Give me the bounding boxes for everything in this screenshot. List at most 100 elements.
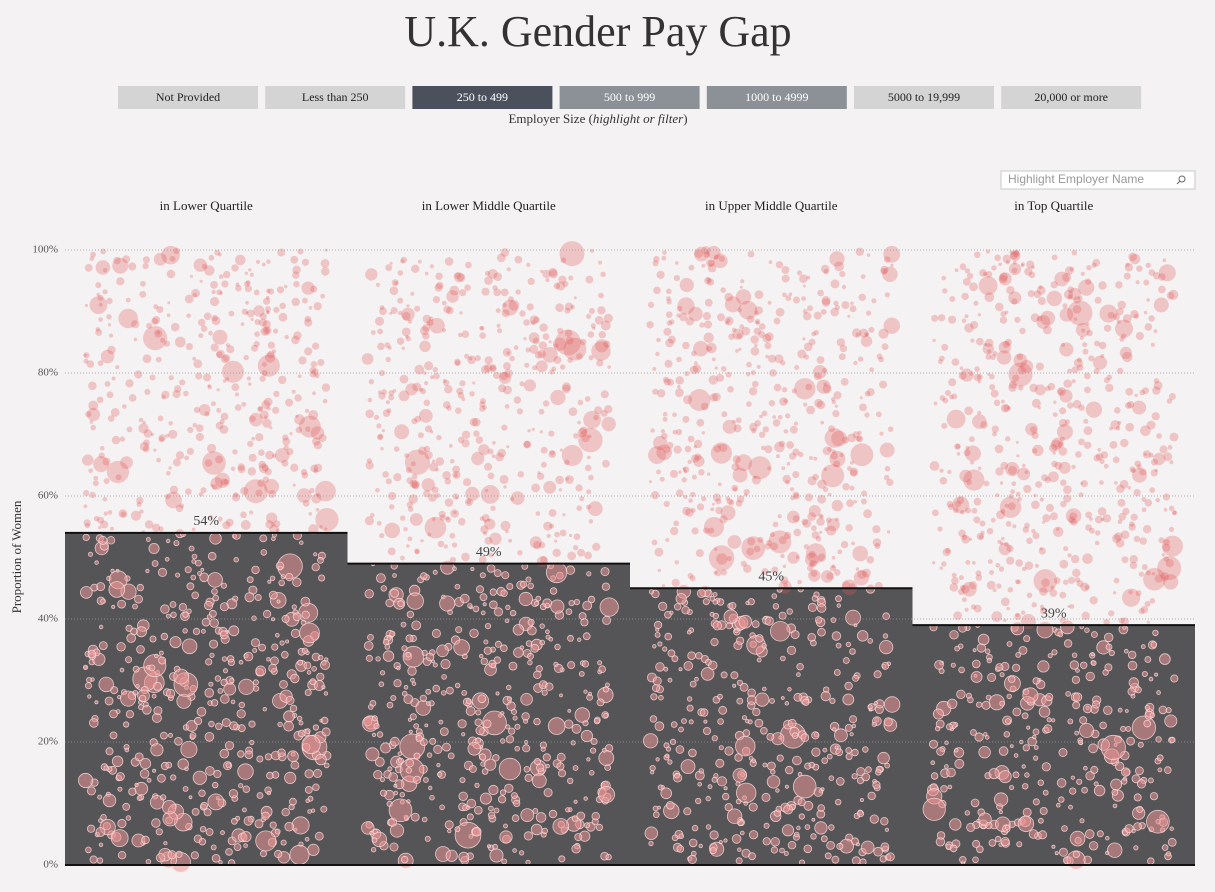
employer-bubble: [827, 518, 840, 532]
employer-bubble: [377, 342, 385, 351]
employer-bubble: [1153, 381, 1163, 390]
employer-bubble: [663, 378, 672, 386]
employer-bubble: [168, 429, 178, 439]
employer-bubble: [528, 332, 540, 344]
employer-bubble: [1124, 648, 1129, 654]
employer-bubble: [556, 762, 565, 771]
employer-bubble: [949, 630, 959, 640]
employer-bubble: [103, 478, 110, 484]
employer-bubble: [720, 671, 728, 679]
employer-bubble: [207, 572, 223, 588]
employer-bubble: [225, 762, 232, 768]
employer-bubble: [1064, 419, 1070, 425]
employer-bubble: [1134, 460, 1141, 467]
filter-button[interactable]: [559, 86, 700, 109]
employer-bubble: [751, 475, 761, 485]
employer-bubble: [219, 419, 225, 425]
employer-bubble: [403, 684, 409, 690]
employer-bubble: [1071, 379, 1076, 384]
employer-bubble: [1015, 612, 1020, 618]
filter-button[interactable]: [706, 86, 847, 109]
employer-bubble: [228, 625, 240, 637]
employer-bubble: [1088, 743, 1098, 754]
employer-bubble: [1140, 605, 1149, 614]
employer-bubble: [203, 808, 212, 817]
employer-bubble: [373, 414, 380, 420]
employer-bubble: [886, 852, 895, 862]
employer-bubble: [598, 665, 606, 673]
employer-bubble: [973, 604, 982, 613]
filter-button[interactable]: [412, 86, 553, 109]
employer-bubble: [930, 760, 936, 765]
employer-bubble: [487, 269, 498, 279]
employer-bubble: [688, 389, 711, 411]
employer-bubble: [450, 459, 455, 464]
filter-button[interactable]: [265, 86, 406, 109]
employer-bubble: [304, 318, 313, 327]
employer-bubble: [80, 586, 93, 599]
employer-bubble: [724, 292, 734, 302]
employer-bubble: [222, 379, 227, 383]
employer-bubble: [567, 709, 572, 713]
employer-bubble: [209, 532, 222, 545]
employer-bubble: [428, 316, 434, 322]
employer-bubble: [283, 720, 294, 732]
employer-bubble: [861, 490, 868, 497]
employer-bubble: [955, 443, 961, 449]
employer-bubble: [1128, 590, 1133, 595]
employer-bubble: [780, 576, 789, 585]
employer-bubble: [405, 767, 412, 774]
employer-bubble: [1117, 707, 1123, 713]
employer-bubble: [369, 830, 374, 836]
search-field[interactable]: [1000, 170, 1196, 190]
employer-bubble: [1143, 279, 1150, 286]
employer-bubble: [726, 556, 732, 562]
employer-bubble: [202, 451, 226, 475]
employer-bubble: [1021, 566, 1027, 572]
employer-bubble: [182, 786, 189, 792]
employer-bubble: [1142, 525, 1152, 534]
employer-bubble: [441, 690, 447, 696]
employer-bubble: [1007, 406, 1011, 410]
employer-bubble: [978, 276, 998, 296]
employer-bubble: [485, 488, 489, 493]
employer-bubble: [432, 662, 438, 668]
employer-bubble: [393, 473, 402, 482]
filter-button[interactable]: [118, 86, 258, 109]
employer-bubble: [302, 297, 308, 304]
employer-bubble: [831, 449, 836, 454]
employer-bubble: [779, 397, 788, 406]
employer-bubble: [235, 282, 240, 287]
employer-bubble: [166, 470, 171, 476]
employer-bubble: [152, 316, 161, 324]
employer-bubble: [867, 704, 873, 710]
employer-bubble: [814, 821, 828, 835]
employer-bubble: [1100, 517, 1105, 522]
search-box[interactable]: Highlight Employer Name: [1000, 170, 1196, 190]
employer-bubble: [817, 289, 824, 297]
employer-bubble: [548, 636, 554, 642]
employer-bubble: [361, 353, 374, 365]
employer-bubble: [1083, 372, 1091, 380]
filter-button[interactable]: [1001, 86, 1142, 109]
employer-bubble: [970, 460, 974, 465]
employer-bubble: [999, 316, 1008, 324]
employer-bubble: [1024, 772, 1030, 778]
employer-bubble: [1125, 726, 1132, 732]
employer-bubble: [389, 842, 399, 852]
employer-bubble: [479, 405, 486, 412]
employer-bubble: [796, 672, 801, 677]
employer-bubble: [996, 583, 1002, 589]
employer-bubble: [676, 313, 681, 318]
employer-bubble: [1136, 805, 1144, 813]
employer-bubble: [1063, 579, 1069, 585]
employer-bubble: [965, 446, 970, 450]
employer-bubble: [600, 567, 610, 577]
employer-bubble: [432, 684, 441, 693]
employer-bubble: [881, 662, 890, 670]
employer-bubble: [1000, 597, 1010, 607]
employer-bubble: [120, 690, 137, 707]
employer-bubble: [952, 507, 959, 513]
employer-bubble: [724, 803, 733, 812]
filter-button[interactable]: [854, 86, 994, 109]
